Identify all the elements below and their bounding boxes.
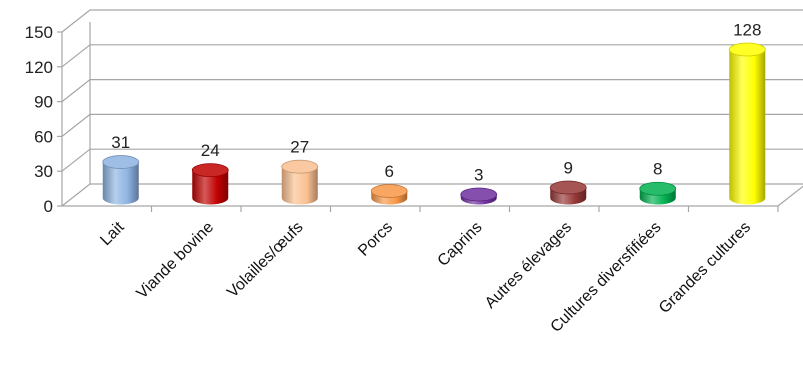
bar-top: [728, 42, 766, 57]
y-tick-label: 30: [34, 162, 53, 181]
gridline: [61, 44, 803, 68]
data-label: 128: [733, 21, 761, 40]
bar-top: [102, 155, 140, 169]
bar: [191, 163, 229, 205]
bar-body: [281, 166, 318, 205]
data-label: 6: [385, 162, 394, 181]
category-label: Volailles/œufs: [224, 219, 306, 301]
gridline: [61, 113, 803, 137]
bar-top: [460, 187, 498, 202]
bar: [460, 187, 498, 205]
y-tick-label: 120: [25, 58, 53, 77]
bar-top: [639, 181, 677, 196]
bar-body: [192, 170, 229, 205]
x-axis: Lait Viande bovine Volailles/œufs Porcs Capr…: [97, 206, 779, 336]
bar: [728, 42, 766, 205]
gridlines: [61, 9, 803, 172]
bar: [370, 184, 408, 205]
y-tick-label: 90: [34, 93, 53, 112]
y-axis: 0 30 60 90 120 150: [25, 23, 62, 216]
bar-top: [191, 163, 229, 178]
y-tick-label: 150: [25, 23, 53, 42]
category-label: Viande bovine: [134, 219, 218, 303]
data-labels: 31 24 27 6 3 9 8 128: [111, 21, 761, 185]
data-label: 9: [564, 159, 573, 178]
data-label: 24: [201, 141, 220, 160]
data-label: 8: [653, 160, 662, 179]
gridline: [61, 9, 803, 33]
bar-top: [281, 159, 319, 174]
data-label: 3: [474, 166, 483, 185]
bar: [639, 181, 677, 205]
gridline: [61, 78, 803, 103]
bar-body: [729, 49, 766, 205]
gridline: [61, 148, 803, 172]
floor-right-edge: [777, 185, 803, 207]
category-label: Autres élevages: [482, 219, 575, 312]
bar-top: [370, 184, 408, 198]
bars: [102, 42, 766, 205]
category-label: Caprins: [435, 219, 486, 270]
bar-top: [549, 180, 587, 195]
category-label: Porcs: [355, 219, 396, 260]
y-tick-label: 0: [44, 197, 53, 216]
bar-body: [102, 162, 139, 205]
bar: [102, 155, 140, 205]
category-label: Lait: [97, 218, 128, 249]
y-tick-label: 60: [34, 127, 53, 146]
bar: [281, 159, 319, 205]
data-label: 31: [111, 133, 130, 152]
floor-left-edge: [61, 183, 91, 207]
data-label: 27: [290, 138, 309, 157]
bar: [549, 180, 587, 205]
category-label: Grandes cultures: [656, 219, 754, 317]
